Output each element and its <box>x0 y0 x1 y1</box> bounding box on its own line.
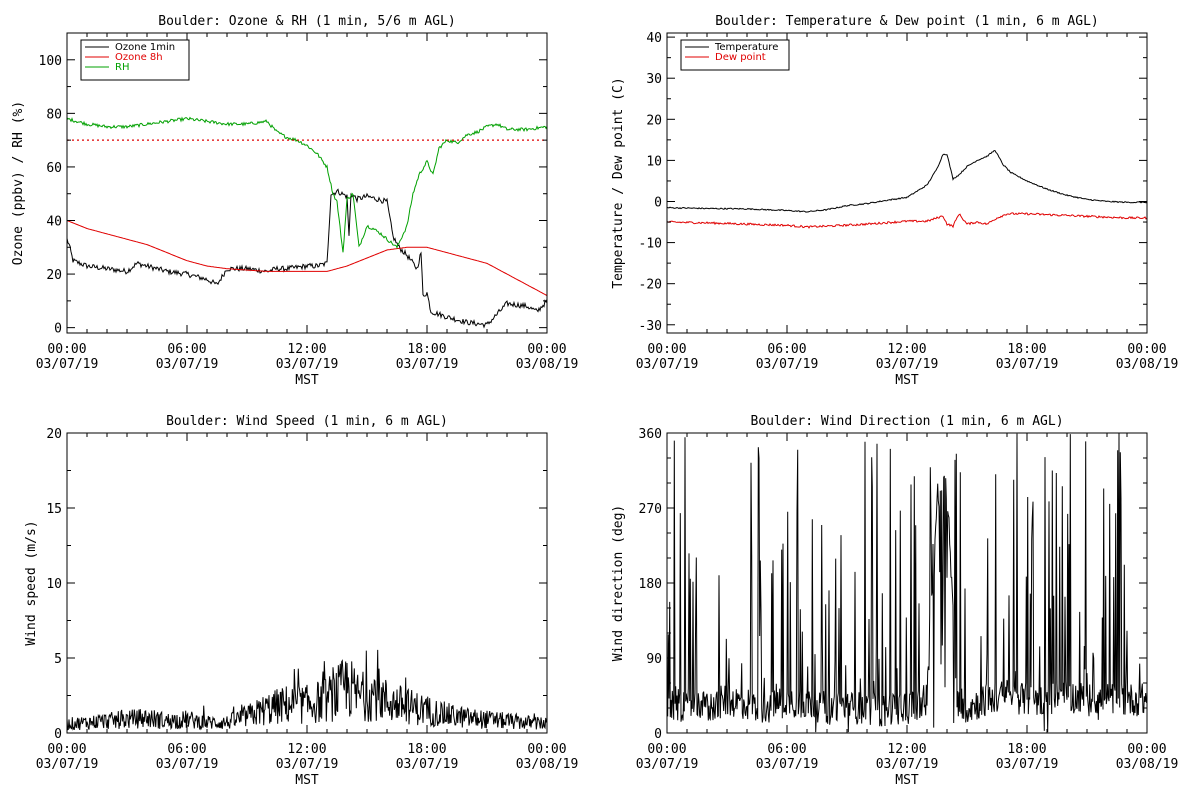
x-tick-label-time: 18:00 <box>1007 742 1046 757</box>
y-tick-label: 100 <box>39 54 62 69</box>
x-tick-label-date: 03/08/19 <box>516 357 579 372</box>
y-tick-label: 20 <box>646 113 662 128</box>
y-tick-label: 30 <box>646 72 662 87</box>
x-tick-label-time: 00:00 <box>647 742 686 757</box>
chart-title: Boulder: Wind Direction (1 min, 6 m AGL) <box>750 414 1063 429</box>
series-temperature-line <box>667 150 1147 213</box>
x-tick-label-time: 12:00 <box>887 342 926 357</box>
x-axis-label: MST <box>295 773 319 788</box>
y-tick-label: 60 <box>46 161 62 176</box>
x-tick-label-date: 03/07/19 <box>876 357 939 372</box>
x-tick-label-time: 00:00 <box>647 342 686 357</box>
x-tick-label-time: 06:00 <box>767 342 806 357</box>
y-tick-label: 90 <box>646 652 662 667</box>
x-tick-label-time: 00:00 <box>527 342 566 357</box>
x-tick-label-time: 18:00 <box>1007 342 1046 357</box>
x-axis-label: MST <box>295 373 319 388</box>
x-tick-label-date: 03/07/19 <box>276 357 339 372</box>
x-tick-label-date: 03/07/19 <box>396 357 459 372</box>
plot-area <box>67 649 547 731</box>
y-tick-label: 0 <box>54 727 62 742</box>
y-tick-label: 270 <box>639 502 662 517</box>
legend-label: Dew point <box>715 52 766 63</box>
x-tick-label-date: 03/07/19 <box>996 757 1059 772</box>
y-tick-label: -30 <box>639 319 662 334</box>
plot-area <box>667 433 1147 733</box>
y-tick-label: 15 <box>46 502 62 517</box>
x-tick-label-time: 00:00 <box>1127 342 1166 357</box>
x-axis-label: MST <box>895 373 919 388</box>
x-tick-label-date: 03/07/19 <box>396 757 459 772</box>
x-tick-label-time: 00:00 <box>1127 742 1166 757</box>
plot-area <box>67 116 547 329</box>
y-tick-label: 10 <box>646 154 662 169</box>
x-tick-label-date: 03/07/19 <box>756 757 819 772</box>
legend-label: Temperature <box>714 42 778 53</box>
x-tick-label-date: 03/07/19 <box>276 757 339 772</box>
y-tick-label: 0 <box>54 322 62 337</box>
x-tick-label-time: 18:00 <box>407 742 446 757</box>
x-tick-label-time: 00:00 <box>527 742 566 757</box>
chart-temp: Boulder: Temperature & Dew point (1 min,… <box>611 14 1178 388</box>
y-tick-label: -10 <box>639 237 662 252</box>
x-tick-label-time: 12:00 <box>287 342 326 357</box>
y-tick-label: 20 <box>46 268 62 283</box>
chart-wdir: Boulder: Wind Direction (1 min, 6 m AGL)… <box>611 414 1178 788</box>
x-tick-label-time: 06:00 <box>167 342 206 357</box>
x-tick-label-date: 03/08/19 <box>516 757 579 772</box>
legend-box <box>680 39 790 71</box>
y-tick-label: 10 <box>46 577 62 592</box>
x-tick-label-time: 12:00 <box>887 742 926 757</box>
x-tick-label-date: 03/07/19 <box>36 757 99 772</box>
y-tick-label: 0 <box>654 195 662 210</box>
x-tick-label-date: 03/07/19 <box>156 357 219 372</box>
chart-ozone: Boulder: Ozone & RH (1 min, 5/6 m AGL) 0 2… <box>11 14 578 388</box>
x-tick-label-date: 03/07/19 <box>36 357 99 372</box>
x-tick-label-date: 03/08/19 <box>1116 757 1179 772</box>
y-tick-label: 180 <box>639 577 662 592</box>
y-tick-label: 5 <box>54 652 62 667</box>
x-tick-label-date: 03/08/19 <box>1116 357 1179 372</box>
series-rh-line <box>67 116 547 253</box>
plot-area <box>667 150 1147 229</box>
series-wspd-line <box>67 649 547 731</box>
legend-label: Ozone 8h <box>115 52 163 63</box>
x-tick-label-date: 03/07/19 <box>636 757 699 772</box>
x-tick-label-time: 18:00 <box>407 342 446 357</box>
y-tick-label: 360 <box>639 427 662 442</box>
y-axis-label: Wind direction (deg) <box>611 505 626 662</box>
x-tick-label-time: 06:00 <box>167 742 206 757</box>
y-axis-label: Temperature / Dew point (C) <box>611 77 626 288</box>
legend-label: RH <box>115 62 129 73</box>
legend-label: Ozone 1min <box>115 42 175 53</box>
x-axis-label: MST <box>895 773 919 788</box>
chart-wspd: Boulder: Wind Speed (1 min, 6 m AGL) 0 5 10… <box>24 414 578 788</box>
x-tick-label-time: 00:00 <box>47 342 86 357</box>
x-tick-label-date: 03/07/19 <box>636 357 699 372</box>
chart-title: Boulder: Ozone & RH (1 min, 5/6 m AGL) <box>158 14 455 29</box>
chart-title: Boulder: Wind Speed (1 min, 6 m AGL) <box>166 414 448 429</box>
x-tick-label-time: 12:00 <box>287 742 326 757</box>
y-tick-label: 40 <box>646 31 662 46</box>
series-ozone-1min-line <box>67 188 547 329</box>
x-tick-label-date: 03/07/19 <box>756 357 819 372</box>
y-tick-label: 80 <box>46 107 62 122</box>
series-ozone-8h-line <box>67 220 547 296</box>
y-tick-label: 20 <box>46 427 62 442</box>
series-wdir-line <box>667 433 1147 733</box>
y-tick-label: 0 <box>654 727 662 742</box>
y-axis-label: Wind speed (m/s) <box>24 520 39 645</box>
x-tick-label-time: 00:00 <box>47 742 86 757</box>
chart-title: Boulder: Temperature & Dew point (1 min,… <box>715 14 1099 29</box>
y-tick-label: -20 <box>639 278 662 293</box>
x-tick-label-time: 06:00 <box>767 742 806 757</box>
y-tick-label: 40 <box>46 215 62 230</box>
series-dew-point-line <box>667 212 1147 229</box>
x-tick-label-date: 03/07/19 <box>876 757 939 772</box>
plot-frame <box>666 32 1148 334</box>
y-axis-label: Ozone (ppbv) / RH (%) <box>11 101 26 265</box>
x-tick-label-date: 03/07/19 <box>996 357 1059 372</box>
x-tick-label-date: 03/07/19 <box>156 757 219 772</box>
